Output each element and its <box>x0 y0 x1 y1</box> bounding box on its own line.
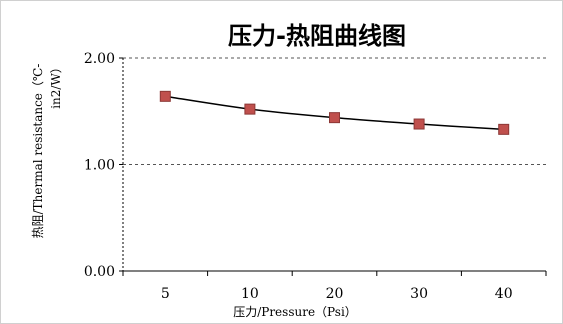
y-tick-labels: 0.00 1.00 2.00 <box>84 51 115 280</box>
data-point-0-4 <box>498 123 510 135</box>
y-tick-label-1: 1.00 <box>84 158 115 174</box>
data-point-0-1 <box>244 103 256 115</box>
axis-layer <box>119 57 547 276</box>
data-point-0-0 <box>159 90 171 102</box>
data-point-0-3 <box>413 118 425 130</box>
x-tick-label-4: 40 <box>495 286 513 302</box>
grid-layer <box>123 57 546 165</box>
y-axis-title: 热阻/Thermal resistance（℃- in2/W） <box>31 61 63 238</box>
x-axis-title: 压力/Pressure（Psi） <box>233 305 357 319</box>
x-tick-label-1: 10 <box>241 286 259 302</box>
x-tick-label-2: 20 <box>326 286 344 302</box>
data-point-0-2 <box>329 112 340 124</box>
series-layer <box>159 90 510 135</box>
x-tick-label-3: 30 <box>410 286 428 302</box>
x-tick-label-0: 5 <box>161 286 170 302</box>
y-tick-label-0: 0.00 <box>84 264 115 280</box>
y-axis-title-line-1: 热阻/Thermal resistance（℃- <box>31 64 45 239</box>
y-tick-label-2: 2.00 <box>84 51 115 67</box>
chart-title: 压力-热阻曲线图 <box>228 22 406 50</box>
x-tick-labels: 5 10 20 30 40 <box>161 286 513 302</box>
y-axis-title-line-2: in2/W） <box>49 61 63 109</box>
